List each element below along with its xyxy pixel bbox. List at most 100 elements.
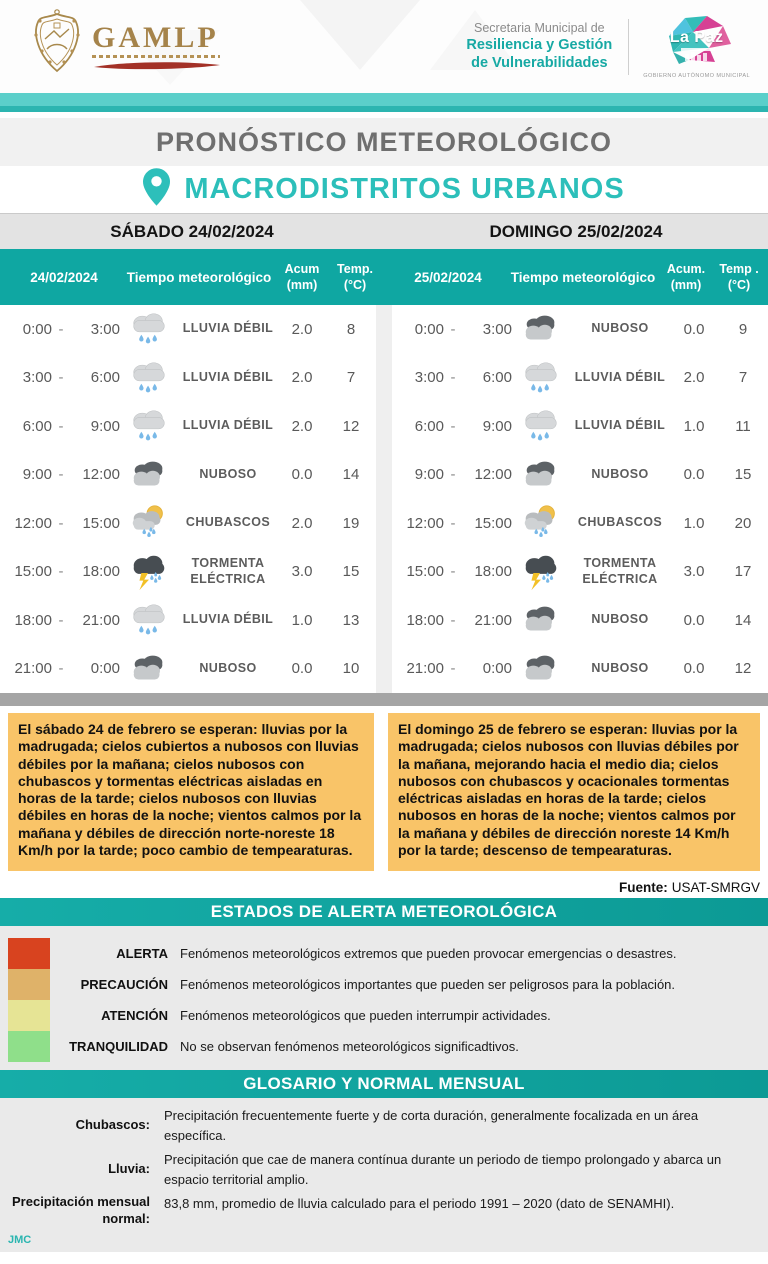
page-title: PRONÓSTICO METEOROLÓGICO <box>155 126 612 157</box>
spacer <box>0 1252 768 1264</box>
time-end: 21:00 <box>82 611 120 629</box>
glossary-row: Chubascos: Precipitación frecuentemente f… <box>0 1106 768 1145</box>
header: GAMLP Secretaria Municipal de Resilienci… <box>0 0 768 93</box>
temp-value: 7 <box>738 369 748 387</box>
day-title-sunday: DOMINGO 25/02/2024 <box>489 221 663 241</box>
glossary-title-bar: GLOSARIO Y NORMAL MENSUAL <box>0 1070 768 1098</box>
time-end: 0:00 <box>90 660 120 678</box>
time-end: 6:00 <box>482 369 512 387</box>
condition-label: LLUVIA DÉBIL <box>574 418 666 433</box>
temp-value: 8 <box>346 320 356 338</box>
time-start: 21:00 <box>14 660 52 678</box>
lapaz-caption: GOBIERNO AUTÓNOMO MUNICIPAL <box>643 73 750 79</box>
col-temp: Temp. (°C) <box>337 261 373 292</box>
page-subtitle: MACRODISTRITOS URBANOS <box>184 173 625 205</box>
time-start: 6:00 <box>22 417 52 435</box>
col-date: 24/02/2024 <box>30 269 98 285</box>
temp-value: 10 <box>342 660 360 678</box>
condition-label: TORMENTA ELÉCTRICA <box>582 556 658 586</box>
table-row: 6:00- 9:00 LLUVIA DÉBIL 1.0 11 <box>400 402 768 451</box>
alert-row: TRANQUILIDAD No se observan fenómenos met… <box>0 1031 768 1062</box>
condition-label: CHUBASCOS <box>577 515 663 530</box>
alert-states-section: ALERTA Fenómenos meteorológicos extremos … <box>0 926 768 1070</box>
time-end: 6:00 <box>90 369 120 387</box>
acum-value: 0.0 <box>683 466 705 484</box>
section-divider-bar <box>0 693 768 706</box>
alert-label: TRANQUILIDAD <box>69 1039 168 1054</box>
lluvia-debil-icon <box>120 600 178 640</box>
alert-description: Fenómenos meteorológicos que pueden inte… <box>180 1008 551 1023</box>
table-header-left: 24/02/2024 Tiempo meteorológico Acum (mm)… <box>0 249 384 305</box>
summaries: El sábado 24 de febrero se esperan: lluv… <box>0 706 768 877</box>
table-row: 3:00- 6:00 LLUVIA DÉBIL 2.0 7 <box>8 354 376 403</box>
forecast-table-body: 0:00-3:00 LLUVIA DÉBIL 2.0 8 3:00-6:00 LLUV… <box>0 305 768 693</box>
time-dash: - <box>58 660 64 678</box>
temp-value: 17 <box>734 563 752 581</box>
nuboso-icon <box>120 651 178 687</box>
glossary-term: Lluvia: <box>108 1161 150 1177</box>
time-end: 21:00 <box>474 611 512 629</box>
time-end: 18:00 <box>474 563 512 581</box>
glossary-definition: Precipitación que cae de manera contínua… <box>164 1152 722 1187</box>
secretaria-line2: Resiliencia y Gestión <box>466 37 613 54</box>
time-end: 3:00 <box>90 320 120 338</box>
credit-initials: JMC <box>8 1234 32 1246</box>
time-start: 15:00 <box>406 563 444 581</box>
table-row: 0:00- 3:00 NUBOSO 0.0 9 <box>400 305 768 354</box>
temp-value: 7 <box>346 369 356 387</box>
lluvia-debil-icon <box>512 358 570 398</box>
glossary-row: Lluvia: Precipitación que cae de manera c… <box>0 1150 768 1189</box>
alert-color-swatch <box>8 1031 50 1062</box>
condition-label: LLUVIA DÉBIL <box>182 369 274 384</box>
alert-label: ALERTA <box>116 946 168 961</box>
time-dash: - <box>450 660 456 678</box>
alert-color-swatch <box>8 1000 50 1031</box>
acum-value: 2.0 <box>683 369 705 387</box>
time-dash: - <box>450 514 456 532</box>
acum-value: 0.0 <box>291 466 313 484</box>
table-row: 21:00- 0:00 NUBOSO 0.0 12 <box>400 645 768 694</box>
time-dash: - <box>58 514 64 532</box>
chubascos-icon <box>512 503 570 543</box>
chubascos-icon <box>120 503 178 543</box>
table-row: 15:00-18:00 TORMENTA ELÉCTRICA 3.0 17 <box>400 548 768 597</box>
temp-value: 13 <box>342 611 360 629</box>
condition-label: CHUBASCOS <box>185 515 271 530</box>
tormenta-electrica-icon <box>512 551 570 593</box>
lapaz-logo-text: La Paz <box>669 29 724 46</box>
time-end: 15:00 <box>474 514 512 532</box>
glossary-definition: Precipitación frecuentemente fuerte y de… <box>164 1108 699 1143</box>
col-date: 25/02/2024 <box>414 269 482 285</box>
time-start: 9:00 <box>22 466 52 484</box>
lluvia-debil-icon <box>120 406 178 446</box>
glossary-term: Precipitación mensual normal: <box>12 1194 150 1226</box>
table-row: 9:00-12:00 NUBOSO 0.0 14 <box>8 451 376 500</box>
table-row: 15:00-18:00 TORMENTA ELÉCTRICA 3.0 15 <box>8 548 376 597</box>
alert-row: PRECAUCIÓN Fenómenos meteorológicos impor… <box>0 969 768 1000</box>
temp-value: 15 <box>734 466 752 484</box>
time-end: 12:00 <box>474 466 512 484</box>
acum-value: 1.0 <box>683 514 705 532</box>
header-divider <box>628 18 630 75</box>
alert-label: ATENCIÓN <box>101 1008 168 1023</box>
time-start: 0:00 <box>414 320 444 338</box>
alert-states-title: ESTADOS DE ALERTA METEOROLÓGICA <box>210 902 558 921</box>
temp-value: 19 <box>342 514 360 532</box>
secretaria-line1: Secretaria Municipal de <box>474 20 605 35</box>
condition-label: LLUVIA DÉBIL <box>182 612 274 627</box>
glossary-row: Precipitación mensual normal: 83,8 mm, pr… <box>0 1194 768 1228</box>
glossary-section: Chubascos: Precipitación frecuentemente f… <box>0 1098 768 1252</box>
table-row: 0:00- 3:00 LLUVIA DÉBIL 2.0 8 <box>8 305 376 354</box>
alert-label: PRECAUCIÓN <box>80 977 168 992</box>
time-end: 18:00 <box>82 563 120 581</box>
acum-value: 0.0 <box>683 660 705 678</box>
lapaz-logo: La Paz GOBIERNO AUTÓNOMO MUNICIPAL <box>643 14 750 79</box>
time-dash: - <box>450 466 456 484</box>
time-start: 15:00 <box>14 563 52 581</box>
temp-value: 9 <box>738 320 748 338</box>
time-dash: - <box>450 611 456 629</box>
time-dash: - <box>58 369 64 387</box>
time-start: 3:00 <box>414 369 444 387</box>
alert-row: ALERTA Fenómenos meteorológicos extremos … <box>0 938 768 969</box>
table-row: 9:00-12:00 NUBOSO 0.0 15 <box>400 451 768 500</box>
